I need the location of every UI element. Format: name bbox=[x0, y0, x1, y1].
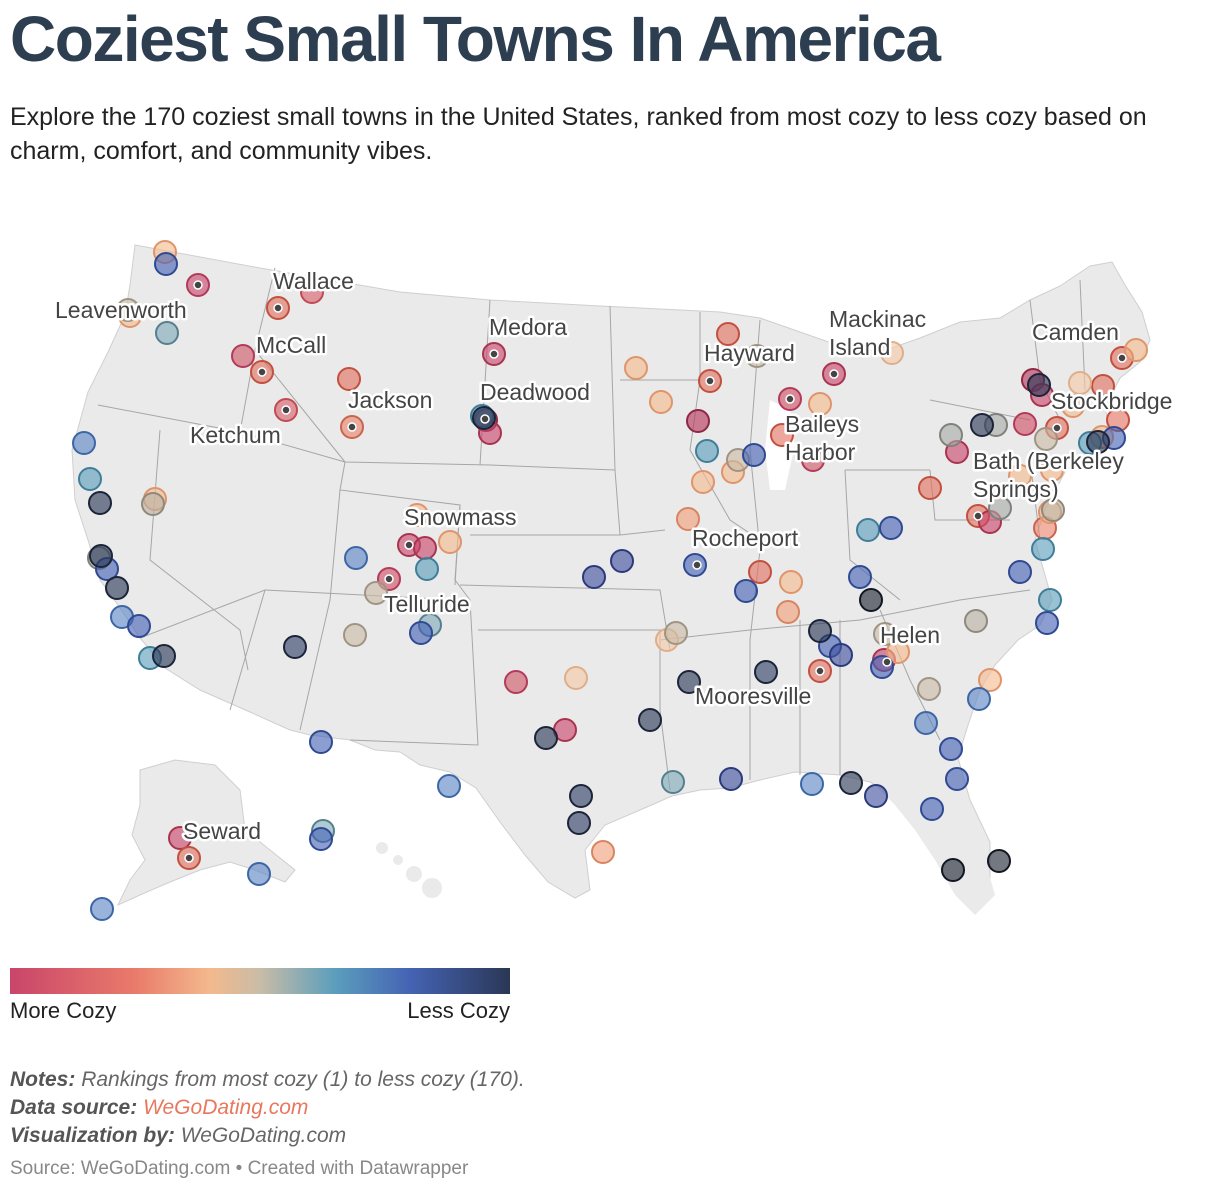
notes-label: Notes: bbox=[10, 1068, 76, 1091]
footer-source: Source: WeGoDating.com • Created with Da… bbox=[10, 1158, 469, 1179]
notes-block: Notes: Rankings from most cozy (1) to le… bbox=[10, 1066, 525, 1150]
legend-left-label: More Cozy bbox=[10, 998, 117, 1023]
us-map bbox=[71, 244, 1151, 915]
legend-gradient-bar bbox=[10, 968, 510, 994]
legend-right-label: Less Cozy bbox=[407, 998, 510, 1023]
alaska-shape bbox=[116, 759, 296, 907]
source-label: Data source: bbox=[10, 1096, 138, 1119]
hawaii-shape bbox=[376, 842, 442, 898]
florida-shape bbox=[870, 780, 995, 915]
color-legend: More Cozy Less Cozy bbox=[10, 968, 510, 1024]
viz-label: Visualization by: bbox=[10, 1124, 175, 1147]
notes-text: Rankings from most cozy (1) to less cozy… bbox=[81, 1068, 525, 1091]
page-title: Coziest Small Towns In America bbox=[10, 3, 941, 75]
page-subtitle: Explore the 170 coziest small towns in t… bbox=[10, 103, 1147, 165]
source-link[interactable]: WeGoDating.com bbox=[143, 1096, 309, 1119]
viz-text: WeGoDating.com bbox=[180, 1124, 347, 1147]
